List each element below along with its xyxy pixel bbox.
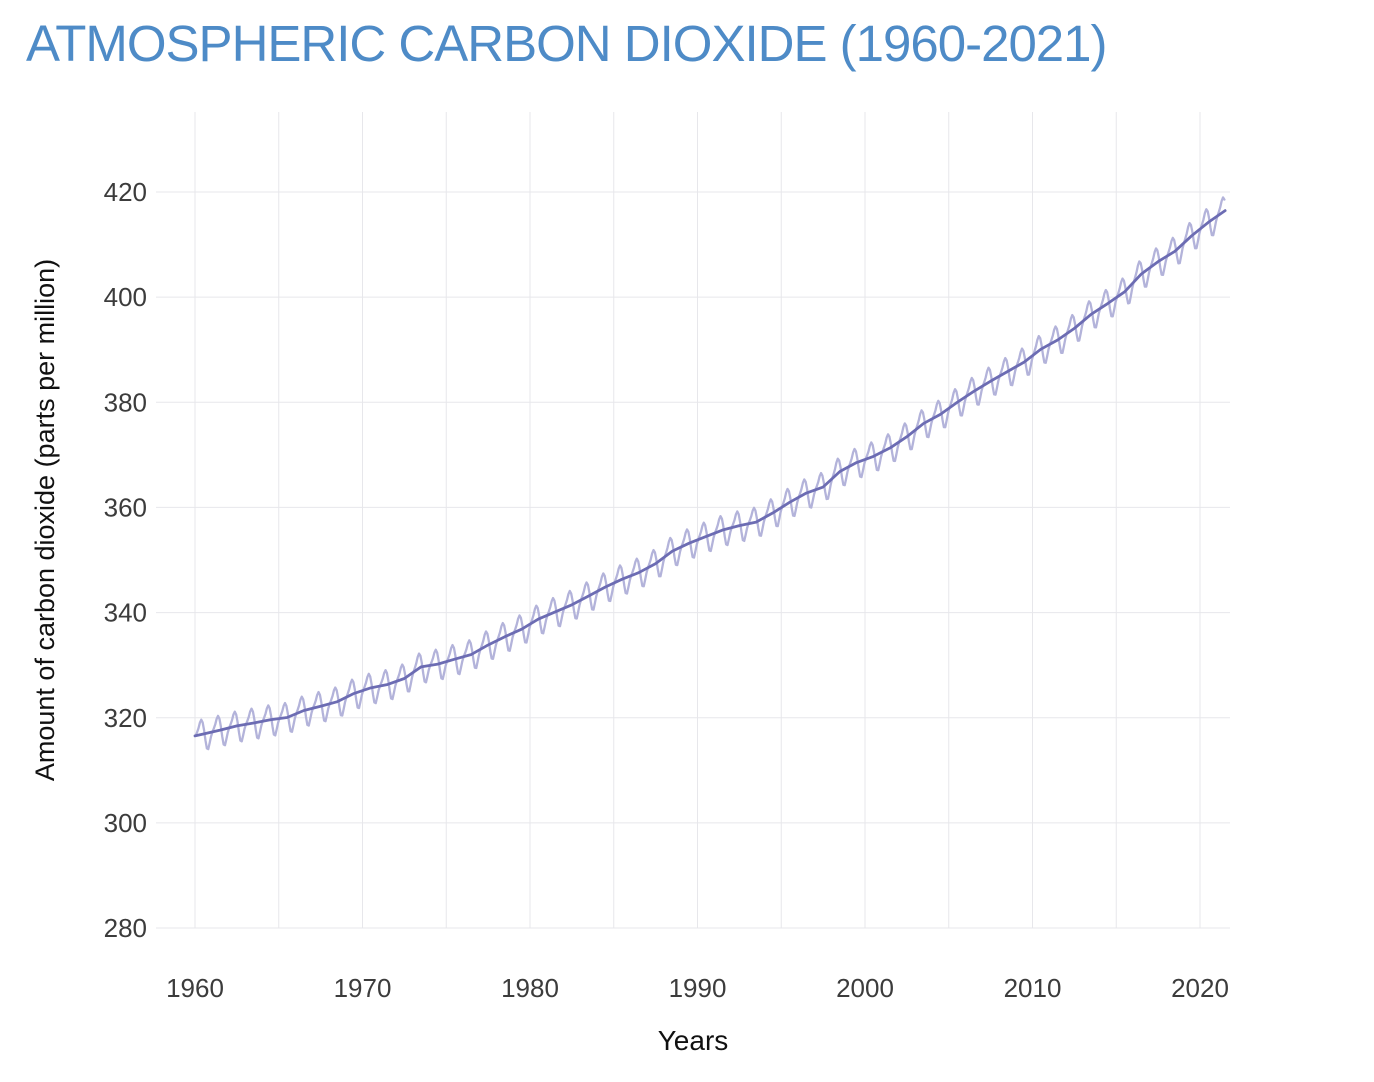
- x-tick-2000: 2000: [836, 973, 894, 1003]
- y-tick-320: 320: [104, 703, 147, 733]
- x-tick-1970: 1970: [334, 973, 392, 1003]
- x-tick-1990: 1990: [669, 973, 727, 1003]
- series-monthly-co2: [194, 196, 1226, 751]
- y-tick-400: 400: [104, 282, 147, 312]
- y-axis-title: Amount of carbon dioxide (parts per mill…: [30, 259, 60, 781]
- x-tick-labels: 1960 1970 1980 1990 2000 2010 2020: [166, 973, 1229, 1003]
- series-annual-trend: [193, 209, 1227, 738]
- x-tick-2010: 2010: [1004, 973, 1062, 1003]
- y-tick-labels: 280 300 320 340 360 380 400 420: [104, 177, 147, 943]
- y-tick-340: 340: [104, 598, 147, 628]
- y-tick-280: 280: [104, 913, 147, 943]
- gridlines: [156, 112, 1230, 929]
- chart-title: ATMOSPHERIC CARBON DIOXIDE (1960-2021): [26, 15, 1108, 72]
- x-axis-title: Years: [658, 1025, 729, 1056]
- y-tick-420: 420: [104, 177, 147, 207]
- y-tick-360: 360: [104, 493, 147, 523]
- x-tick-2020: 2020: [1171, 973, 1229, 1003]
- x-tick-1980: 1980: [501, 973, 559, 1003]
- x-tick-1960: 1960: [166, 973, 224, 1003]
- y-tick-380: 380: [104, 387, 147, 417]
- y-tick-300: 300: [104, 808, 147, 838]
